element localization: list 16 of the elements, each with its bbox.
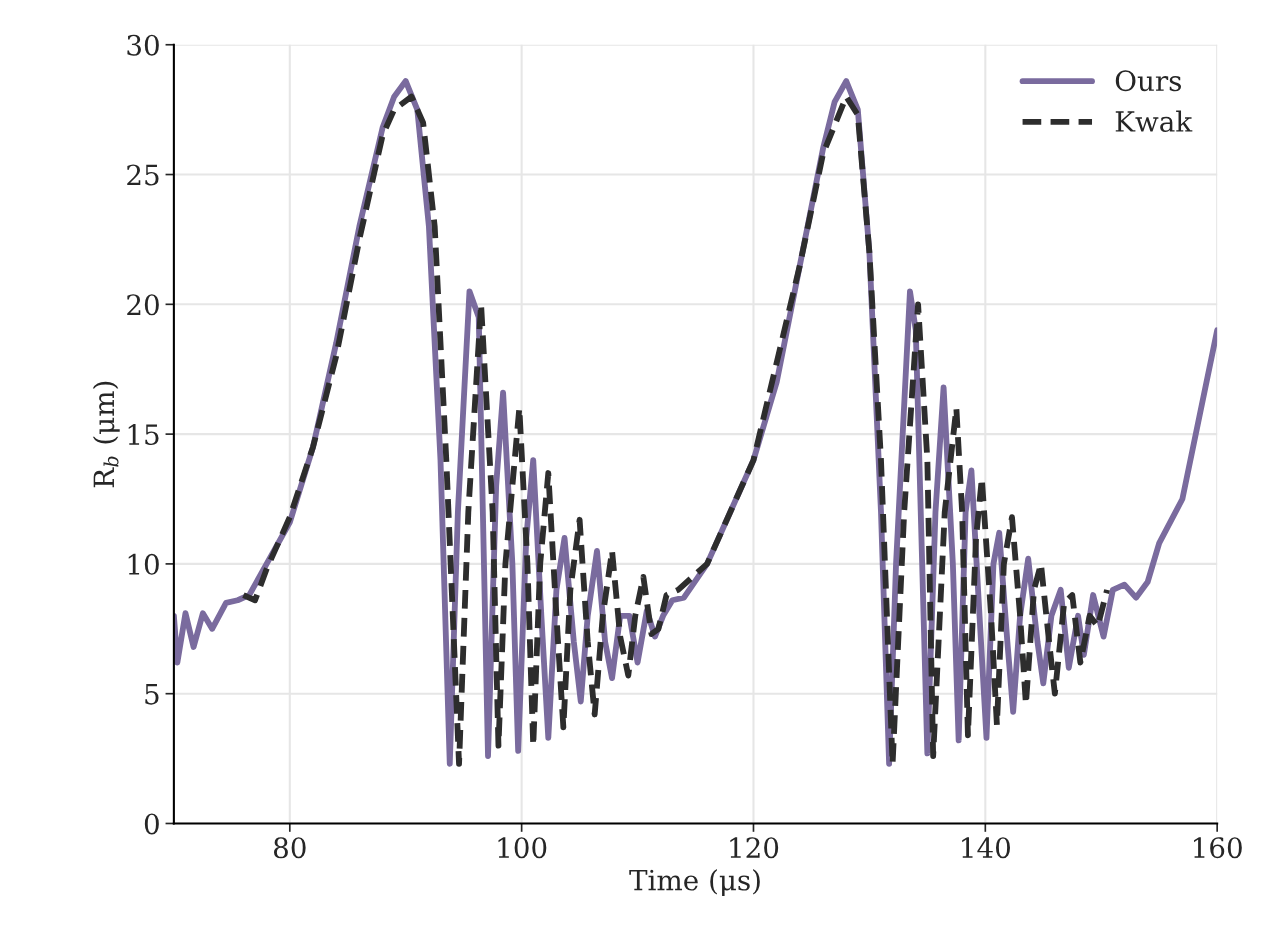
legend-label: Ours	[1115, 70, 1182, 92]
y-tick-label: 10	[128, 553, 159, 575]
y-tick-label: 5	[145, 683, 159, 705]
y-tick-label: 15	[128, 424, 159, 446]
x-tick-label: 100	[498, 837, 547, 859]
y-tick-label: 0	[144, 813, 159, 835]
y-tick-label: 20	[127, 294, 159, 316]
y-axis-title: R$_{b}$ (μm)	[92, 381, 120, 488]
y-tick-label: 25	[127, 164, 159, 186]
x-tick-label: 160	[1194, 837, 1242, 859]
x-tick-label: 80	[273, 837, 306, 859]
y-tick-label: 30	[127, 34, 159, 56]
legend-label: Kwak	[1115, 110, 1193, 133]
x-axis-title: Time (μs)	[629, 869, 760, 896]
x-tick-label: 140	[962, 837, 1010, 859]
x-tick-label: 120	[730, 837, 779, 859]
